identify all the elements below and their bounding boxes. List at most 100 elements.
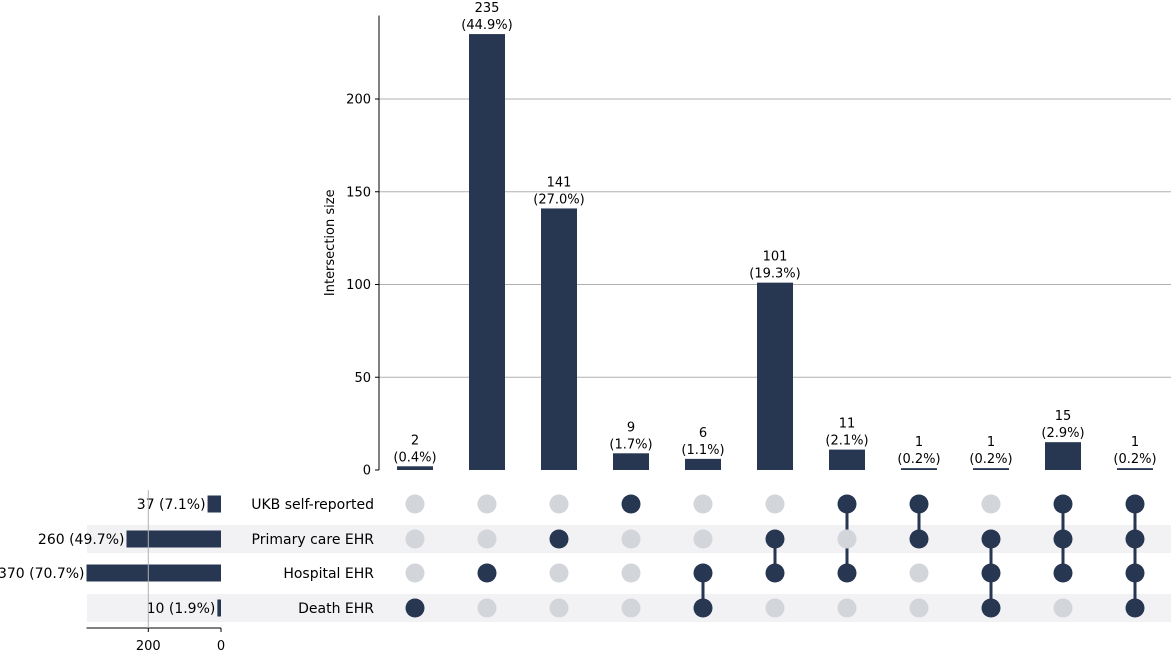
- y-tick-label: 150: [346, 185, 371, 200]
- matrix-dot-active: [981, 563, 1001, 583]
- matrix-dot-active: [765, 563, 785, 583]
- set-names: UKB self-reported Primary care EHR Hospita…: [251, 497, 374, 617]
- intersection-bar: [901, 468, 937, 470]
- matrix-dot-inactive: [981, 494, 1001, 514]
- matrix-dot-inactive: [909, 598, 929, 618]
- bar-percent-label: (19.3%): [749, 267, 800, 282]
- bar-count-label: 11: [839, 417, 856, 432]
- y-axis-label: Intersection size: [323, 189, 338, 296]
- bar-percent-label: (2.9%): [1041, 426, 1084, 441]
- set-axis-tick-label: 0: [217, 639, 225, 652]
- set-size-label: 37 (7.1%): [137, 497, 206, 513]
- set-size-bar: [126, 530, 221, 548]
- bar-percent-label: (44.9%): [461, 18, 512, 33]
- intersection-bar: [757, 282, 793, 470]
- matrix-dot-inactive: [405, 563, 425, 583]
- matrix-dot-inactive: [549, 494, 569, 514]
- set-size-label: 370 (70.7%): [0, 566, 85, 582]
- matrix-dot-inactive: [765, 598, 785, 618]
- intersection-bar: [829, 449, 865, 470]
- matrix-dot-inactive: [621, 598, 641, 618]
- matrix-dot-inactive: [1053, 598, 1073, 618]
- matrix-dot-active: [1053, 563, 1073, 583]
- y-tick-label: 100: [346, 278, 371, 293]
- matrix-dot-inactive: [909, 563, 929, 583]
- matrix-dot-inactive: [549, 563, 569, 583]
- intersection-bar: [541, 208, 577, 470]
- set-size-bar: [207, 495, 221, 513]
- bar-count-label: 1: [987, 435, 995, 450]
- matrix-dot-active: [909, 529, 929, 549]
- matrix-dot-active: [837, 563, 857, 583]
- matrix-dot-active: [477, 563, 497, 583]
- bar-count-label: 235: [475, 1, 500, 16]
- intersection-bar: [469, 34, 505, 470]
- matrix-dot-inactive: [837, 598, 857, 618]
- matrix-dot-active: [405, 598, 425, 618]
- matrix-dot-active: [1125, 598, 1145, 618]
- set-size-bars: 37 (7.1%) 260 (49.7%) 370 (70.7%) 10 (1.9%): [0, 495, 221, 617]
- bar-count-label: 101: [763, 250, 788, 265]
- set-size-label: 260 (49.7%): [38, 532, 125, 548]
- matrix-dot-active: [981, 598, 1001, 618]
- set-name-label: UKB self-reported: [251, 497, 374, 513]
- matrix-dot-inactive: [405, 529, 425, 549]
- matrix-dot-inactive: [693, 494, 713, 514]
- matrix-dot-inactive: [549, 598, 569, 618]
- bar-percent-label: (27.0%): [533, 192, 584, 207]
- matrix-dot-inactive: [405, 494, 425, 514]
- matrix-dot-inactive: [477, 529, 497, 549]
- matrix-dot-active: [837, 494, 857, 514]
- matrix-dot-active: [1125, 529, 1145, 549]
- intersection-bar: [685, 458, 721, 470]
- set-name-label: Primary care EHR: [252, 532, 375, 548]
- matrix-dot-inactive: [621, 529, 641, 549]
- y-tick-label: 0: [363, 464, 371, 479]
- matrix-dot-active: [693, 598, 713, 618]
- bar-percent-label: (0.4%): [393, 450, 436, 465]
- matrix-dot-active: [909, 494, 929, 514]
- matrix-dot-inactive: [693, 529, 713, 549]
- bar-count-label: 141: [547, 175, 572, 190]
- bar-percent-label: (0.2%): [897, 452, 940, 467]
- bar-count-label: 1: [1131, 435, 1139, 450]
- matrix-dot-active: [1053, 529, 1073, 549]
- bar-count-label: 6: [699, 426, 707, 441]
- matrix-dot-inactive: [621, 563, 641, 583]
- bar-percent-label: (0.2%): [969, 452, 1012, 467]
- intersection-bar: [613, 453, 649, 470]
- membership-matrix: [405, 494, 1145, 618]
- set-size-label: 10 (1.9%): [147, 601, 216, 617]
- matrix-dot-active: [1053, 494, 1073, 514]
- matrix-dot-inactive: [765, 494, 785, 514]
- bar-percent-label: (0.2%): [1113, 452, 1156, 467]
- bar-percent-label: (1.7%): [609, 437, 652, 452]
- matrix-dot-active: [549, 529, 569, 549]
- set-size-bar: [86, 564, 221, 582]
- y-tick-label: 50: [354, 371, 371, 386]
- matrix-dot-active: [621, 494, 641, 514]
- y-tick-label: 200: [346, 93, 371, 108]
- set-name-label: Hospital EHR: [283, 566, 374, 582]
- set-size-bar: [217, 599, 221, 617]
- set-name-label: Death EHR: [298, 601, 374, 617]
- matrix-dot-active: [1125, 563, 1145, 583]
- matrix-dot-active: [981, 529, 1001, 549]
- matrix-dot-active: [1125, 494, 1145, 514]
- matrix-dot-active: [765, 529, 785, 549]
- bar-percent-label: (1.1%): [681, 443, 724, 458]
- intersection-bar: [1117, 468, 1153, 470]
- intersection-bar: [1045, 442, 1081, 470]
- bar-count-label: 1: [915, 435, 923, 450]
- intersection-bars: 2 (0.4%) 235 (44.9%) 141 (27.0%) 9 (1.7%) 6 (1.1%…: [393, 1, 1157, 470]
- matrix-dot-active: [693, 563, 713, 583]
- bar-count-label: 15: [1055, 409, 1072, 424]
- bar-percent-label: (2.1%): [825, 434, 868, 449]
- matrix-dot-inactive: [477, 494, 497, 514]
- set-size-axis: 200 0: [86, 490, 225, 652]
- bar-count-label: 2: [411, 433, 419, 448]
- intersection-bar: [397, 466, 433, 470]
- y-axis: 0 50 100 150 200: [346, 15, 380, 479]
- set-axis-tick-label: 200: [136, 639, 161, 652]
